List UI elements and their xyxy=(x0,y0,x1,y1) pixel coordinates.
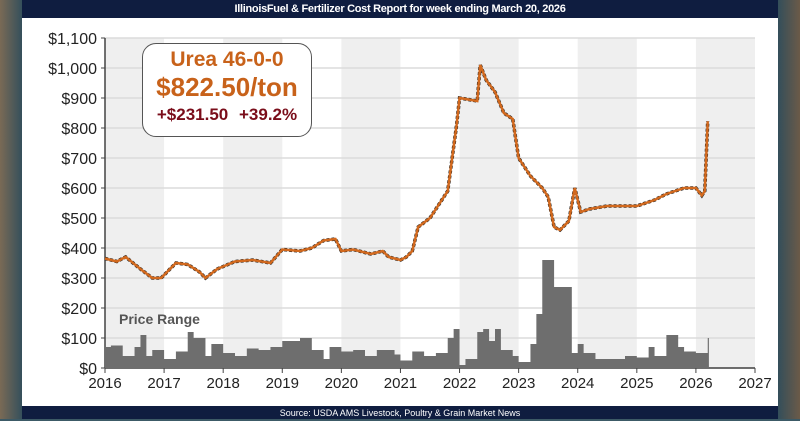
y-tick-label: $0 xyxy=(79,361,97,378)
year-band xyxy=(459,38,519,368)
report-panel: IllinoisFuel & Fertilizer Cost Report fo… xyxy=(22,0,778,419)
current-price: $822.50/ton xyxy=(156,72,298,102)
y-tick-label: $600 xyxy=(61,181,97,198)
x-tick-label: 2019 xyxy=(266,375,299,392)
x-tick-label: 2016 xyxy=(88,375,121,392)
change-amount: +$231.50 xyxy=(156,105,229,124)
price-range-area xyxy=(105,260,709,368)
source-note: Source: USDA AMS Livestock, Poultry & Gr… xyxy=(22,406,778,419)
year-band xyxy=(695,38,755,368)
y-tick-label: $400 xyxy=(61,241,97,258)
x-tick-label: 2025 xyxy=(620,375,653,392)
year-band xyxy=(577,38,637,368)
year-band xyxy=(341,38,401,368)
x-tick-label: 2024 xyxy=(561,375,594,392)
y-tick-label: $700 xyxy=(61,151,97,168)
product-name: Urea 46-0-0 xyxy=(170,48,284,71)
x-tick-label: 2023 xyxy=(502,375,535,392)
price-line xyxy=(104,64,709,280)
urea-price-chart: $0 $100 $200 $300 $400 $500 $600 $700 $800 $900 $1… xyxy=(48,31,772,392)
x-tick-label: 2022 xyxy=(443,375,476,392)
x-tick-label: 2018 xyxy=(206,375,239,392)
y-tick-label: $900 xyxy=(61,91,97,108)
report-title: IllinoisFuel & Fertilizer Cost Report fo… xyxy=(22,0,778,18)
y-tick-label: $300 xyxy=(61,271,97,288)
y-tick-label: $200 xyxy=(61,301,97,318)
y-tick-label: $800 xyxy=(61,121,97,138)
x-tick-label: 2027 xyxy=(738,375,771,392)
price-change: +$231.50 +39.2% xyxy=(143,105,311,125)
y-tick-label: $1,000 xyxy=(48,61,97,78)
y-tick-label: $100 xyxy=(61,331,97,348)
price-callout: Urea 46-0-0 $822.50/ton +$231.50 +39.2% xyxy=(142,43,312,137)
x-tick-label: 2026 xyxy=(679,375,712,392)
change-percent: +39.2% xyxy=(238,105,298,124)
y-tick-label: $1,100 xyxy=(48,31,97,48)
x-tick-label: 2020 xyxy=(325,375,358,392)
price-range-label: Price Range xyxy=(119,311,200,327)
x-tick-label: 2021 xyxy=(384,375,417,392)
x-tick-label: 2017 xyxy=(147,375,180,392)
y-tick-label: $500 xyxy=(61,211,97,228)
